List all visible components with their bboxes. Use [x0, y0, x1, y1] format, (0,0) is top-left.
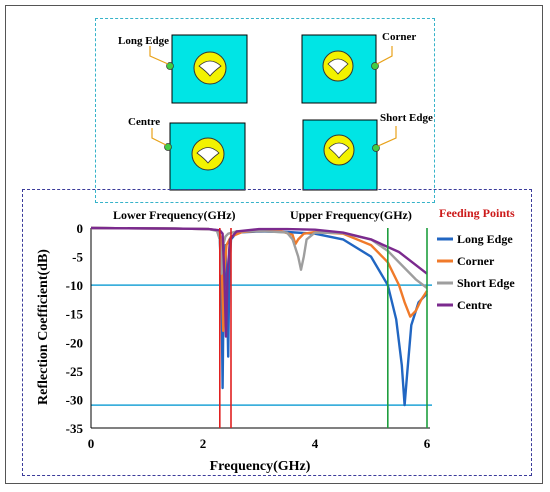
x-tick-label: 0: [88, 436, 95, 451]
radiator-slot: [196, 147, 220, 164]
y-tick-label: -25: [66, 364, 84, 379]
panel-corner: Corner: [301, 31, 416, 104]
y-tick-label: -15: [66, 307, 84, 322]
annotation-lower: Lower Frequency(GHz): [113, 208, 236, 222]
panel-long-edge: Long Edge: [118, 34, 248, 104]
x-axis-title: Frequency(GHz): [210, 459, 311, 474]
x-tick-label: 4: [312, 436, 319, 451]
legend-label: Corner: [457, 254, 495, 268]
y-tick-label: 0: [77, 221, 84, 236]
legend: Long Edge Corner Short Edge Centre: [437, 232, 515, 312]
series-line-short-edge: [90, 226, 428, 289]
panel-short-edge: Short Edge: [302, 112, 433, 191]
pointer-line: [377, 126, 397, 147]
feed-point: [164, 143, 172, 151]
y-tick-label: -30: [66, 392, 83, 407]
radiator-slot: [327, 58, 349, 75]
axes: [90, 228, 430, 429]
feed-point: [166, 62, 174, 70]
y-tick-label: -20: [66, 335, 83, 350]
series-line-long-edge: [90, 226, 428, 407]
series-line-centre: [90, 226, 428, 338]
legend-label: Centre: [457, 298, 493, 312]
feed-point: [371, 62, 379, 70]
panel-label: Centre: [128, 116, 160, 128]
y-axis-title: Reflection Coefficient(dB): [36, 249, 51, 405]
pointer-line: [376, 46, 393, 65]
y-tick-label: -5: [72, 250, 83, 265]
feed-point: [372, 144, 380, 152]
pointer-line: [151, 128, 167, 146]
radiator-slot: [198, 60, 222, 77]
pointer-line: [149, 46, 169, 65]
legend-title: Feeding Points: [439, 206, 515, 220]
figure-frame: [5, 5, 543, 484]
x-tick-label: 2: [200, 436, 207, 451]
y-tick-label: -10: [66, 278, 83, 293]
tick-labels: 0 -5 -10 -15 -20 -25 -30 -35 0 2 4 6: [66, 221, 431, 451]
panel-label: Short Edge: [380, 112, 433, 124]
reference-lines: [91, 284, 432, 406]
legend-label: Short Edge: [457, 276, 515, 290]
panel-label: Long Edge: [118, 35, 169, 47]
panel-centre: Centre: [128, 116, 246, 191]
x-tick-label: 6: [424, 436, 431, 451]
patch-substrate: [169, 122, 246, 191]
band-lines: [219, 228, 428, 428]
panel-label: Corner: [382, 31, 416, 43]
series: [90, 226, 429, 407]
radiator-slot: [328, 142, 350, 159]
annotation-upper: Upper Frequency(GHz): [290, 208, 412, 222]
chart-box: [22, 189, 532, 476]
legend-label: Long Edge: [457, 232, 513, 246]
antenna-diagram-box: [95, 18, 435, 203]
y-tick-label: -35: [66, 421, 84, 436]
